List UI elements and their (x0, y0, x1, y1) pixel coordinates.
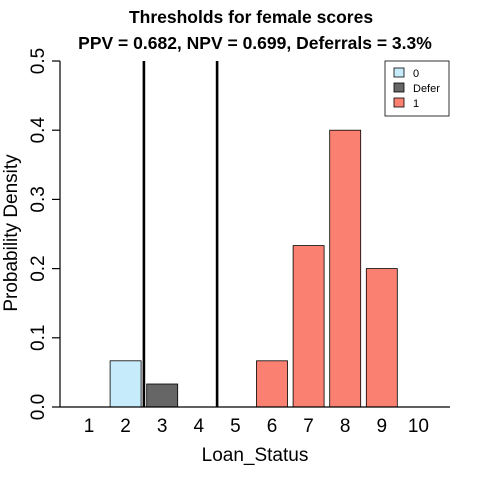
x-tick-label: 9 (377, 416, 388, 437)
y-axis-ticks: 0.0 0.1 0.2 0.3 0.4 0.5 (28, 48, 60, 420)
bar-1-7 (292, 245, 325, 408)
y-tick-label: 0.3 (28, 186, 49, 212)
y-tick-label: 0.5 (28, 48, 49, 74)
x-tick-label: 10 (408, 416, 429, 437)
legend: 0 Defer 1 (384, 60, 450, 117)
chart-subtitle: PPV = 0.682, NPV = 0.699, Deferrals = 3.… (78, 33, 432, 53)
bar-1-6 (256, 360, 288, 408)
x-axis-label: Loan_Status (202, 445, 309, 466)
bar-1-9 (365, 268, 398, 408)
x-tick-label: 1 (84, 416, 95, 437)
y-tick-label: 0.2 (28, 255, 49, 281)
legend-swatch-defer (393, 82, 405, 93)
x-tick-label: 3 (157, 416, 168, 437)
legend-label-defer: Defer (413, 83, 440, 95)
bar-1-8 (329, 129, 362, 408)
bars (109, 129, 398, 408)
x-tick-label: 6 (267, 416, 278, 437)
x-tick-label: 8 (340, 416, 351, 437)
x-tick-label: 4 (194, 416, 205, 437)
chart-title: Thresholds for female scores (129, 7, 373, 27)
threshold-lines (142, 61, 219, 407)
bar-0-2 (109, 360, 142, 408)
legend-swatch-0 (393, 67, 405, 78)
legend-label-0: 0 (413, 68, 419, 80)
x-tick-label: 5 (230, 416, 241, 437)
y-tick-label: 0.0 (28, 394, 49, 420)
y-tick-label: 0.4 (28, 117, 49, 144)
y-tick-label: 0.1 (28, 325, 49, 351)
y-axis-label: Probability Density (1, 154, 22, 312)
x-tick-label: 2 (120, 416, 131, 437)
legend-label-1: 1 (413, 98, 419, 110)
legend-swatch-1 (393, 97, 405, 108)
x-axis-ticks: 1 2 3 4 5 6 7 8 9 10 (84, 416, 429, 437)
x-tick-label: 7 (303, 416, 314, 437)
bar-defer-3 (146, 383, 179, 408)
